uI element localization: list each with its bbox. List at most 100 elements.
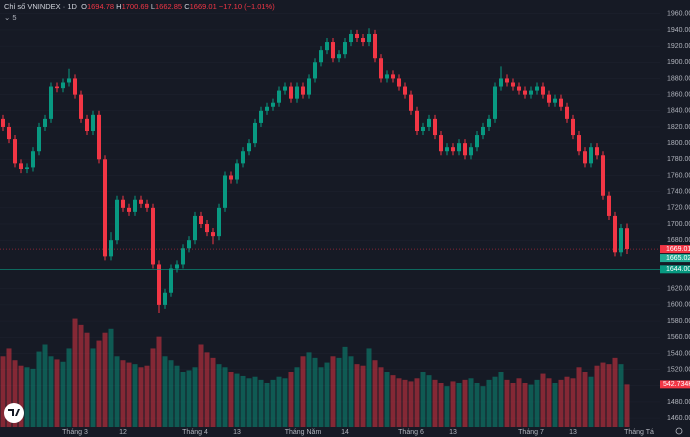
candle-body xyxy=(187,240,191,249)
candle-body xyxy=(289,86,293,99)
candle-body xyxy=(313,62,317,79)
volume-bar xyxy=(60,361,66,427)
volume-bar xyxy=(108,328,114,427)
volume-bar xyxy=(342,346,348,427)
volume-bar xyxy=(252,376,258,427)
y-tick-label: 1480.00 xyxy=(667,399,690,406)
volume-bar xyxy=(288,372,294,427)
volume-bar xyxy=(426,375,432,427)
candle-body xyxy=(253,122,257,144)
x-tick-label: 13 xyxy=(233,429,241,436)
volume-bar xyxy=(36,351,42,427)
volume-bar xyxy=(186,370,192,427)
volume-bar xyxy=(384,372,390,427)
candle-body xyxy=(361,38,365,43)
volume-bar xyxy=(420,372,426,427)
volume-bar xyxy=(480,386,486,427)
candle-body xyxy=(469,147,473,156)
last-price-label: 1669.01 xyxy=(666,246,690,253)
volume-bar xyxy=(600,362,606,427)
tv-logo xyxy=(4,403,24,423)
candle-body xyxy=(385,74,389,79)
volume-bar xyxy=(114,356,120,427)
candle-body xyxy=(577,135,581,152)
candle-body xyxy=(133,199,137,212)
candle-body xyxy=(31,151,35,168)
candle-body xyxy=(547,94,551,103)
candle-body xyxy=(511,82,515,87)
candle-body xyxy=(625,228,629,250)
candle-body xyxy=(13,139,17,164)
y-tick-label: 1880.00 xyxy=(667,75,690,82)
l-value: 1662.85 xyxy=(154,2,183,11)
candle-body xyxy=(259,110,263,123)
logo-mark xyxy=(8,409,20,416)
candle-body xyxy=(331,42,335,59)
candle-body xyxy=(601,155,605,196)
volume-bar xyxy=(306,352,312,427)
volume-bar xyxy=(72,318,78,427)
candle-body xyxy=(193,215,197,241)
candle-body xyxy=(127,207,131,212)
candle-body xyxy=(349,33,353,43)
l-label: L xyxy=(150,2,155,11)
volume-bar xyxy=(228,372,234,427)
candle-body xyxy=(541,86,545,95)
y-tick-label: 1820.00 xyxy=(667,124,690,131)
candle-body xyxy=(211,232,215,237)
volume-bar xyxy=(576,367,582,427)
volume-bar xyxy=(264,383,270,427)
volume-bar xyxy=(180,372,186,427)
volume-bar xyxy=(510,383,516,427)
candle-body xyxy=(553,98,557,103)
candle-body xyxy=(517,86,521,91)
candle-body xyxy=(7,126,11,140)
y-tick-label: 1960.00 xyxy=(667,11,690,18)
c-value: 1669.01 xyxy=(189,2,217,11)
candle-body xyxy=(619,228,623,253)
c-label: C xyxy=(184,2,190,11)
candle-body xyxy=(373,33,377,59)
candle-body xyxy=(247,143,251,152)
candle-body xyxy=(337,54,341,59)
volume-bar xyxy=(390,375,396,427)
volume-bar xyxy=(492,376,498,427)
volume-bar xyxy=(216,364,222,427)
indicator[interactable]: ⌄ 5 xyxy=(4,13,17,22)
volume-bar xyxy=(204,352,210,427)
volume-bar xyxy=(30,368,36,427)
candle-body xyxy=(265,106,269,111)
volume-bar xyxy=(372,360,378,427)
candle-body xyxy=(139,199,143,204)
candle-body xyxy=(271,102,275,107)
candle-body xyxy=(355,33,359,39)
candle-body xyxy=(283,86,287,91)
volume-bar xyxy=(84,332,90,427)
volume-bar xyxy=(486,379,492,427)
volume-bar xyxy=(360,365,366,427)
candle-body xyxy=(181,248,185,265)
last-price-box xyxy=(660,245,690,254)
volume-bar xyxy=(210,357,216,427)
indicator-value: 5 xyxy=(12,13,17,22)
candle-body xyxy=(157,264,161,305)
candle-body xyxy=(445,147,449,152)
candle-body xyxy=(523,90,527,95)
candle-body xyxy=(433,118,437,136)
volume-bar xyxy=(588,376,594,427)
volume-bar xyxy=(498,372,504,427)
candle-body xyxy=(61,82,65,89)
header: Chỉ số VNINDEX · 1D O1694.78 H1700.69 L1… xyxy=(4,2,275,11)
volume-bar xyxy=(570,378,576,427)
volume-bar xyxy=(294,367,300,427)
y-tick-label: 1780.00 xyxy=(667,156,690,163)
x-tick-label: Tháng 4 xyxy=(182,429,208,436)
y-tick-label: 1920.00 xyxy=(667,43,690,50)
candle-body xyxy=(37,126,41,152)
candle-body xyxy=(415,110,419,132)
candle-body xyxy=(493,86,497,119)
y-tick-label: 1900.00 xyxy=(667,59,690,66)
candle-body xyxy=(607,195,611,216)
candle-body xyxy=(163,292,167,305)
